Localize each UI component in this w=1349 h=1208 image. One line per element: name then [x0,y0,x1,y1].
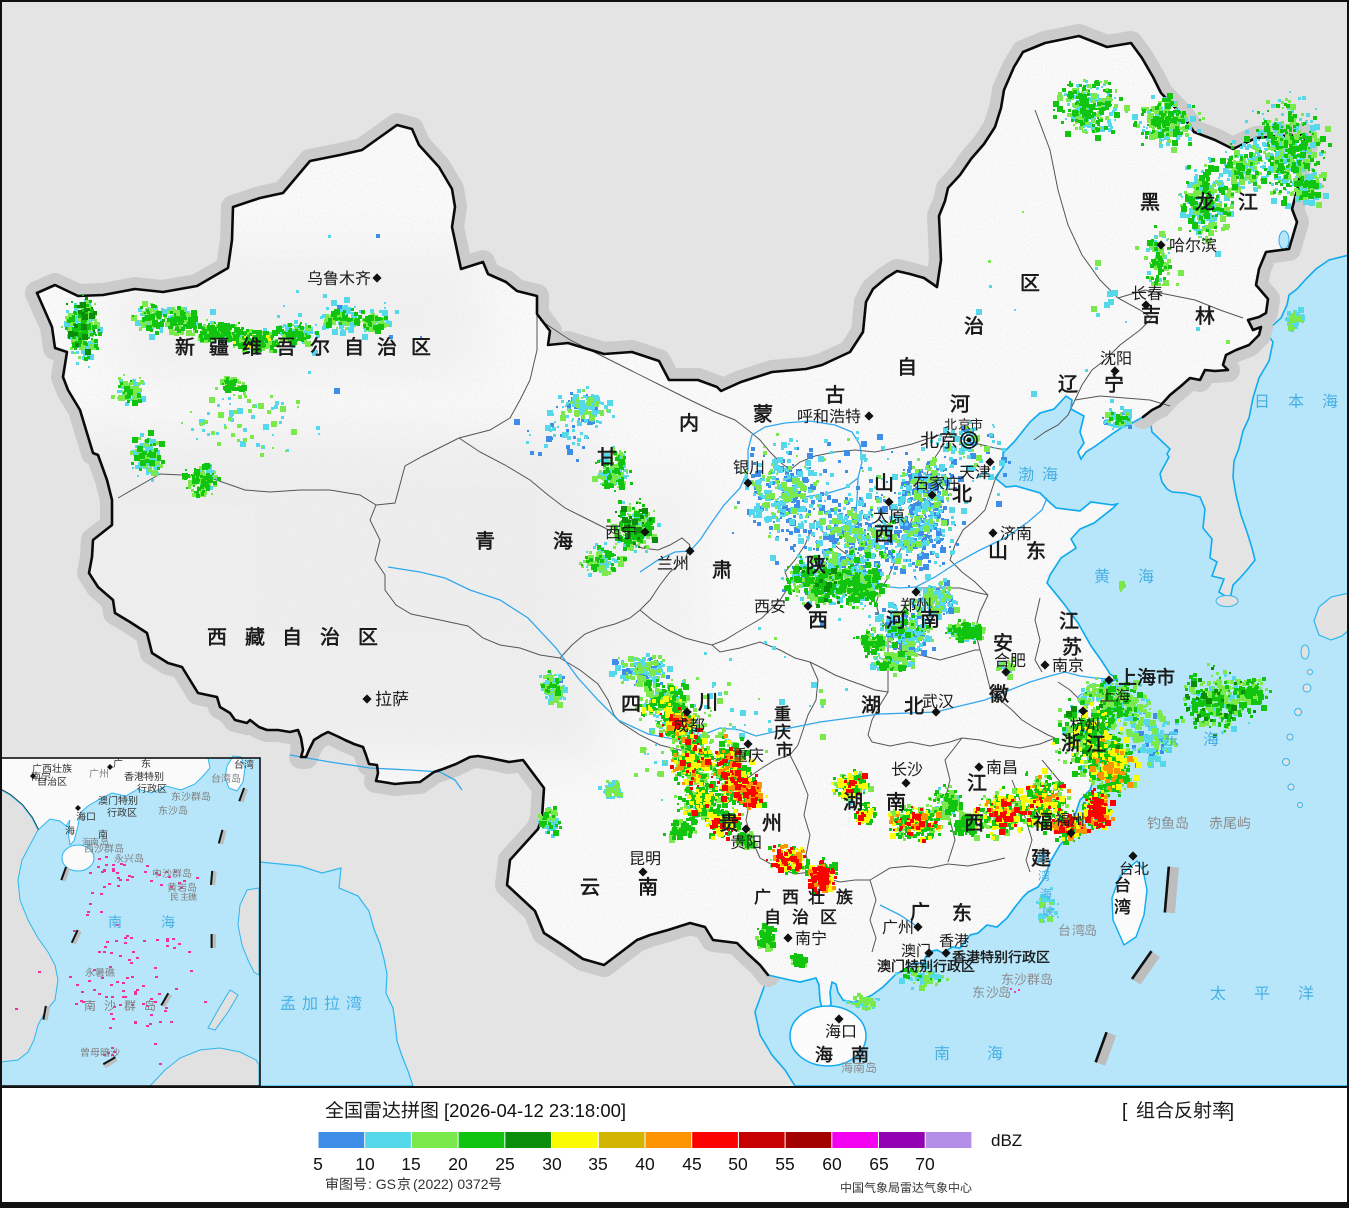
svg-text:[2026-04-12 23:18:00]: [2026-04-12 23:18:00] [444,1100,626,1121]
svg-text:20: 20 [448,1154,468,1174]
svg-text:: GS: : GS [368,1176,396,1192]
svg-text:65: 65 [869,1154,888,1174]
svg-text:(2022) 0372: (2022) 0372 [413,1176,489,1192]
svg-text:55: 55 [775,1154,794,1174]
svg-text:35: 35 [588,1154,607,1174]
svg-text:5: 5 [313,1154,323,1174]
svg-text:70: 70 [915,1154,935,1174]
svg-text:40: 40 [635,1154,655,1174]
svg-text:30: 30 [542,1154,562,1174]
svg-text:60: 60 [822,1154,842,1174]
svg-text:50: 50 [728,1154,748,1174]
svg-text:]: ] [1229,1101,1234,1122]
svg-text:dBZ: dBZ [991,1131,1022,1150]
svg-text:45: 45 [682,1154,701,1174]
svg-text:10: 10 [355,1154,375,1174]
svg-text:[: [ [1122,1101,1128,1122]
svg-text:25: 25 [495,1154,514,1174]
svg-text:15: 15 [401,1154,420,1174]
